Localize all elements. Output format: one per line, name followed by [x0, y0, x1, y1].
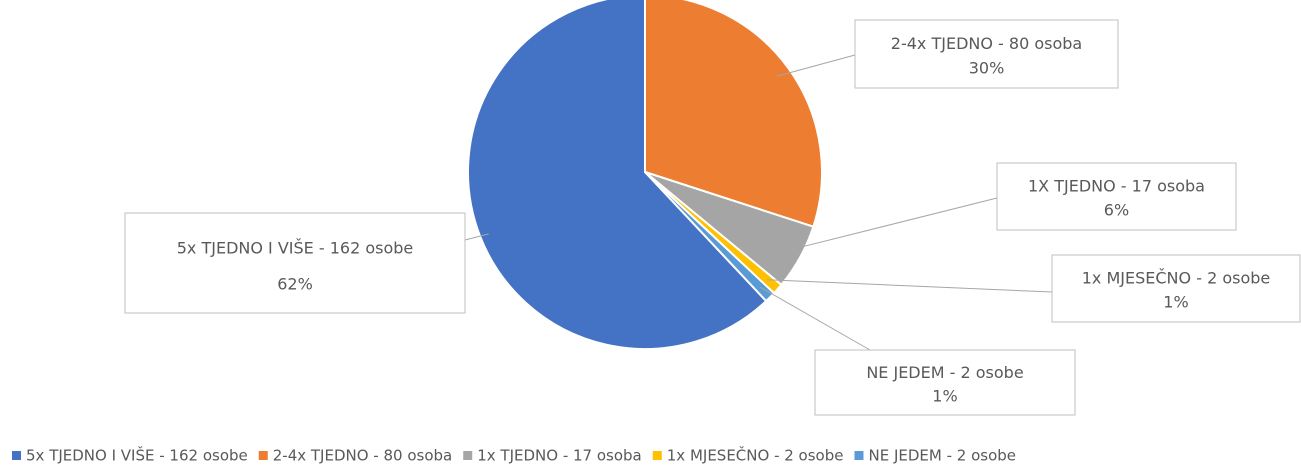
leader-line [767, 279, 1053, 293]
leader-line [776, 54, 856, 77]
data-label-value: 1% [1163, 293, 1188, 312]
data-label-box [1051, 254, 1301, 323]
data-label-name: 2-4x TJEDNO - 80 osoba [891, 34, 1082, 53]
data-label-box [854, 19, 1119, 89]
data-label-box [124, 212, 466, 314]
legend-label: 1x TJEDNO - 17 osoba [477, 447, 642, 465]
data-label-name: NE JEDEM - 2 osobe [866, 363, 1023, 382]
data-label-value: 6% [1104, 201, 1129, 220]
pie-slice [644, 171, 776, 303]
legend-swatch [652, 451, 662, 460]
legend-swatch [463, 451, 473, 460]
legend-swatch [12, 451, 21, 460]
legend-label: 2-4x TJEDNO - 80 osoba [273, 447, 452, 465]
legend-swatch [854, 451, 864, 460]
legend-swatch [258, 451, 268, 460]
legend-label: 1x MJESEČNO - 2 osobe [667, 446, 844, 465]
data-label-box [814, 349, 1076, 416]
leader-line [787, 197, 998, 251]
data-label-value: 62% [277, 275, 313, 294]
data-label-value: 30% [969, 58, 1005, 77]
data-label-box [996, 162, 1237, 231]
leader-line [759, 286, 871, 351]
leader-line [464, 233, 489, 241]
pie-slice [644, 0, 823, 228]
data-label-value: 1% [932, 386, 957, 405]
pie-slice [467, 0, 768, 350]
data-label-name: 5x TJEDNO I VIŠE - 162 osobe [177, 239, 414, 258]
legend-label: NE JEDEM - 2 osobe [868, 447, 1016, 465]
data-label-name: 1X TJEDNO - 17 osoba [1028, 177, 1205, 196]
legend-label: 5x TJEDNO I VIŠE - 162 osobe [26, 446, 248, 465]
data-label-name: 1x MJESEČNO - 2 osobe [1082, 269, 1271, 288]
